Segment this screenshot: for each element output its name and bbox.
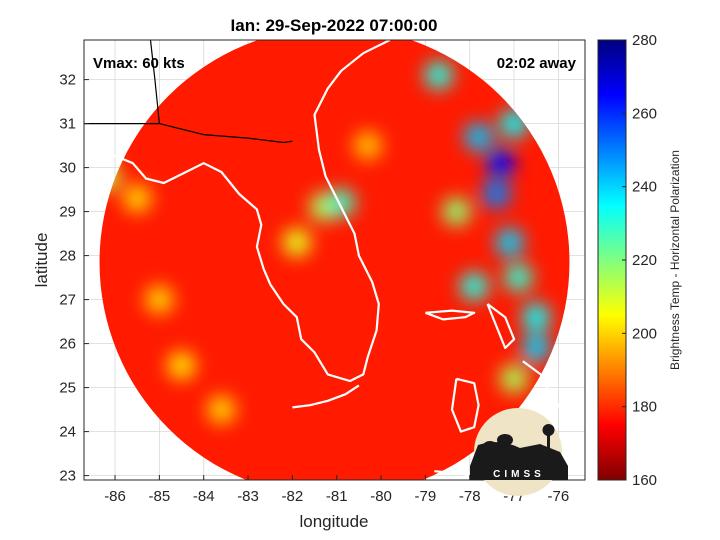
logo-text: CIMSS — [493, 469, 545, 480]
brightness-feature — [123, 184, 152, 213]
state-borders — [84, 40, 293, 144]
y-tick-label: 28 — [59, 248, 76, 265]
colorbar-tick-label: 220 — [632, 252, 657, 269]
brightness-feature — [504, 263, 533, 292]
y-tick-label: 30 — [59, 160, 76, 177]
brightness-feature — [464, 122, 493, 151]
brightness-feature — [522, 334, 551, 362]
brightness-feature — [522, 303, 551, 332]
x-tick-label: -82 — [282, 488, 304, 505]
y-axis-label: latitude — [32, 233, 51, 288]
x-tick-label: -84 — [193, 488, 215, 505]
x-tick-label: -86 — [104, 488, 126, 505]
brightness-feature — [424, 61, 453, 90]
brightness-feature — [495, 228, 524, 257]
x-tick-label: -85 — [149, 488, 171, 505]
plot-frame — [83, 39, 586, 481]
colorbar-ticks: 160 180 200 220 240 260 280 — [622, 32, 657, 489]
colorbar-tick-label: 240 — [632, 179, 657, 196]
y-tick-label: 24 — [59, 424, 76, 441]
vmax-annotation: Vmax: 60 kts — [93, 55, 185, 72]
x-tick-label: -80 — [370, 488, 392, 505]
y-axis-ticks: 23 24 25 26 27 28 29 30 31 32 — [59, 72, 89, 485]
colorbar-label: Brightness Temp - Horizontal Polarizatio… — [668, 150, 682, 370]
time-away-annotation: 02:02 away — [497, 55, 577, 72]
keys-coastline — [292, 384, 360, 409]
x-tick-label: -76 — [548, 488, 570, 505]
y-tick-label: 29 — [59, 204, 76, 221]
brightness-feature — [282, 228, 311, 257]
florida-coastline — [84, 40, 391, 383]
x-tick-label: -83 — [237, 488, 259, 505]
brightness-temp-field — [99, 40, 570, 480]
y-tick-label: 25 — [59, 380, 76, 397]
colorbar-tick-label: 200 — [632, 325, 657, 342]
brightness-feature — [442, 197, 471, 226]
colorbar-tick-label: 280 — [632, 32, 657, 49]
colorbar: 160 180 200 220 240 260 280 Brightness Temp - … — [597, 32, 682, 489]
brightness-feature — [145, 285, 174, 314]
x-tick-label: -79 — [415, 488, 437, 505]
grand-bahama — [425, 309, 476, 321]
brightness-feature — [482, 180, 511, 208]
x-tick-label: -78 — [459, 488, 481, 505]
colorbar-gradient — [597, 39, 627, 481]
brightness-feature — [327, 188, 356, 217]
y-tick-label: 31 — [59, 116, 76, 133]
colorbar-tick-label: 180 — [632, 399, 657, 416]
x-axis-label: longitude — [299, 512, 368, 531]
brightness-feature — [207, 395, 236, 424]
brightness-feature — [486, 149, 515, 178]
al-border — [84, 40, 161, 125]
chart-title: Ian: 29-Sep-2022 07:00:00 — [231, 16, 438, 35]
brightness-feature — [460, 272, 489, 301]
brightness-feature — [500, 364, 529, 393]
cimss-logo: CIMSS — [470, 408, 568, 496]
andros-island — [450, 377, 480, 433]
plot-area: -86 -85 -84 -83 -82 -81 -80 -79 -78 -77 -76 232425… — [59, 39, 586, 505]
colorbar-tick-label: 260 — [632, 105, 657, 122]
field-background — [99, 40, 570, 480]
x-tick-label: -81 — [326, 488, 348, 505]
y-tick-label: 26 — [59, 336, 76, 353]
abaco-islands — [486, 303, 516, 350]
y-tick-label: 32 — [59, 72, 76, 89]
eleuthera-island — [522, 360, 569, 420]
colorbar-tick-label: 160 — [632, 472, 657, 489]
y-tick-label: 27 — [59, 292, 76, 309]
brightness-feature — [167, 351, 196, 380]
y-tick-label: 23 — [59, 468, 76, 485]
ga-fl-border — [159, 123, 293, 144]
brightness-feature — [353, 131, 382, 160]
